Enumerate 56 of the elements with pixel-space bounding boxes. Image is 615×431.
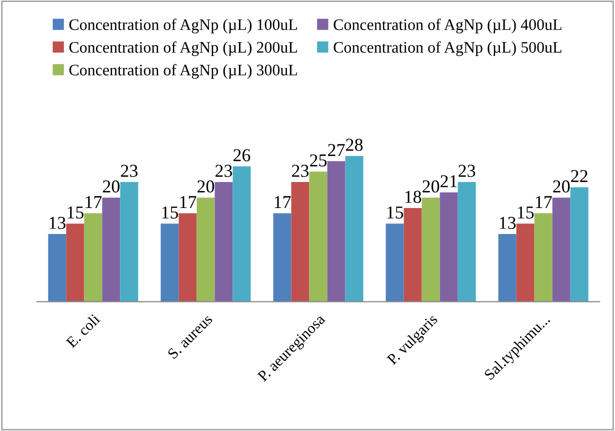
- bar: [345, 156, 364, 302]
- bar: [440, 192, 458, 302]
- bar: [404, 208, 422, 302]
- data-label: 28: [346, 138, 363, 151]
- bar: [516, 224, 534, 302]
- legend-label: Concentration of AgNp (µL) 300uL: [69, 64, 297, 79]
- bar: [84, 213, 102, 302]
- bar: [196, 198, 215, 302]
- bar: [48, 234, 66, 302]
- bar: [534, 213, 552, 302]
- data-label: 17: [180, 196, 196, 208]
- data-label: 23: [458, 164, 476, 177]
- legend-label: Concentration of AgNp (µL) 200uL: [69, 41, 297, 56]
- legend-label: Concentration of AgNp (µL) 400uL: [334, 18, 562, 34]
- bar: [102, 198, 120, 302]
- bar: [120, 182, 138, 302]
- data-label: 20: [102, 180, 120, 193]
- bar: [458, 182, 476, 302]
- data-label: 23: [292, 164, 309, 177]
- bar: [273, 213, 292, 302]
- bar: [422, 198, 440, 302]
- data-label: 21: [440, 175, 457, 188]
- data-label: 23: [215, 164, 232, 177]
- data-label: 23: [120, 164, 138, 177]
- bar: [327, 161, 346, 302]
- data-label: 20: [197, 180, 214, 193]
- data-label: 13: [50, 216, 66, 229]
- legend-label: Concentration of AgNp (µL) 100uL: [69, 18, 297, 34]
- bar: [66, 224, 84, 302]
- data-label: 17: [536, 196, 552, 208]
- data-label: 17: [274, 196, 291, 208]
- data-label: 17: [86, 196, 102, 208]
- data-label: 13: [500, 216, 516, 229]
- bar: [498, 234, 516, 302]
- data-label: 15: [68, 206, 84, 219]
- data-label: 20: [422, 180, 440, 193]
- data-label: 20: [553, 180, 570, 193]
- legend-label: Concentration of AgNp (µL) 500uL: [334, 41, 562, 56]
- data-label: 15: [387, 206, 404, 219]
- bar: [552, 198, 570, 302]
- data-label: 22: [571, 170, 588, 182]
- bar: [570, 187, 588, 302]
- bar: [291, 182, 310, 302]
- data-label: 26: [233, 149, 250, 162]
- data-label: 15: [162, 206, 178, 219]
- data-label: 15: [518, 206, 534, 219]
- bar: [178, 213, 197, 302]
- data-label: 18: [405, 190, 422, 203]
- bar: [214, 182, 233, 302]
- bar: [309, 172, 328, 302]
- data-label: 25: [310, 154, 327, 167]
- bar: [160, 224, 179, 302]
- bar: [232, 166, 251, 302]
- data-label: 27: [328, 144, 345, 156]
- bar: [386, 224, 404, 302]
- x-tick-label: E. coli: [65, 313, 101, 348]
